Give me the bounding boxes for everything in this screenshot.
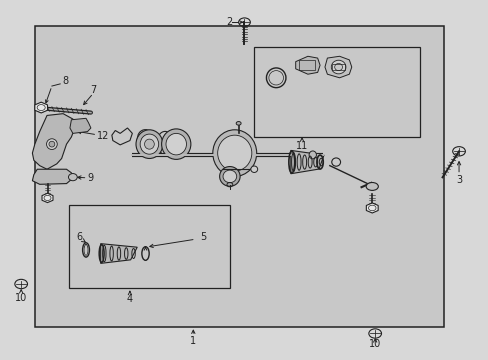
Text: 5: 5 xyxy=(200,232,206,242)
Polygon shape xyxy=(295,56,320,74)
Ellipse shape xyxy=(366,183,378,190)
Ellipse shape xyxy=(84,244,88,255)
Polygon shape xyxy=(101,244,137,264)
Ellipse shape xyxy=(236,122,241,125)
Ellipse shape xyxy=(268,71,283,85)
Text: 9: 9 xyxy=(87,173,93,183)
Text: 1: 1 xyxy=(190,336,196,346)
Text: 4: 4 xyxy=(126,294,133,304)
Text: 12: 12 xyxy=(97,131,109,141)
Ellipse shape xyxy=(144,139,154,149)
Ellipse shape xyxy=(140,134,158,154)
Ellipse shape xyxy=(161,129,190,159)
Ellipse shape xyxy=(165,134,186,155)
Polygon shape xyxy=(42,193,53,203)
Polygon shape xyxy=(32,114,75,169)
Bar xyxy=(331,64,344,70)
Ellipse shape xyxy=(212,130,256,176)
Text: 10: 10 xyxy=(15,293,27,303)
Ellipse shape xyxy=(46,139,57,149)
Text: 10: 10 xyxy=(368,339,381,349)
Polygon shape xyxy=(325,56,351,78)
Polygon shape xyxy=(35,102,47,113)
Polygon shape xyxy=(70,118,91,134)
Ellipse shape xyxy=(136,130,163,158)
Ellipse shape xyxy=(217,135,251,171)
Text: 8: 8 xyxy=(62,76,68,86)
Ellipse shape xyxy=(68,174,77,181)
Text: 3: 3 xyxy=(455,175,461,185)
Bar xyxy=(69,205,229,288)
Text: 2: 2 xyxy=(225,17,231,27)
Text: 7: 7 xyxy=(90,85,96,95)
Ellipse shape xyxy=(330,60,345,74)
Bar xyxy=(299,60,314,70)
Ellipse shape xyxy=(49,141,55,147)
Text: 6: 6 xyxy=(77,232,82,242)
Ellipse shape xyxy=(334,63,342,71)
Polygon shape xyxy=(366,203,377,213)
Ellipse shape xyxy=(219,167,240,186)
Ellipse shape xyxy=(250,166,257,172)
Ellipse shape xyxy=(308,151,316,159)
Bar xyxy=(254,47,419,137)
Bar xyxy=(35,26,444,327)
Polygon shape xyxy=(290,150,324,174)
Ellipse shape xyxy=(223,170,236,183)
Text: 11: 11 xyxy=(295,141,307,151)
Polygon shape xyxy=(32,169,73,184)
Ellipse shape xyxy=(331,158,340,166)
